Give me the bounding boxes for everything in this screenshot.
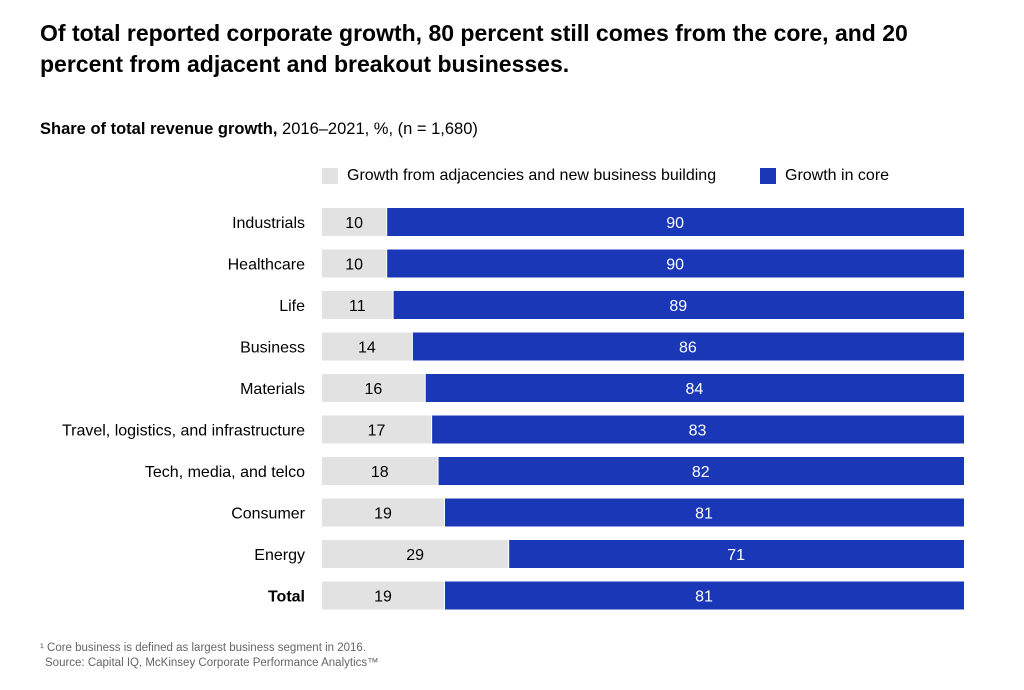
category-label: Life: [279, 298, 305, 315]
bar-core: [432, 415, 964, 444]
data-label: 71: [727, 547, 745, 564]
subtitle-bold: Share of total revenue growth,: [40, 120, 278, 138]
data-label: 11: [349, 298, 366, 315]
data-label: 82: [692, 464, 710, 481]
subtitle-rest: 2016–2021, %, (n = 1,680): [277, 120, 478, 138]
bar-core: [387, 208, 964, 236]
data-label: 90: [666, 257, 684, 274]
data-label: 84: [685, 381, 703, 398]
category-label: Energy: [254, 547, 305, 564]
data-label: 89: [669, 298, 687, 315]
data-label: 16: [364, 381, 382, 398]
data-label: 10: [345, 215, 363, 232]
bar-core: [412, 332, 964, 361]
source: Source: Capital IQ, McKinsey Corporate P…: [45, 657, 379, 669]
data-label: 81: [695, 506, 713, 523]
bar-adjacencies: [322, 415, 432, 444]
category-label: Travel, logistics, and infrastructure: [62, 423, 305, 440]
bar-core: [393, 291, 964, 319]
footnote: ¹ Core business is defined as largest bu…: [40, 642, 367, 654]
data-label: 83: [689, 423, 707, 440]
bar-adjacencies: [322, 332, 412, 361]
bar-adjacencies: [322, 540, 509, 568]
chart-subtitle: Share of total revenue growth, 2016–2021…: [40, 120, 478, 139]
bar-core: [444, 498, 965, 527]
bar-core: [387, 249, 964, 278]
legend-item-core: Growth in core: [760, 167, 889, 185]
data-label: 90: [666, 215, 684, 232]
category-label: Consumer: [231, 506, 305, 523]
data-label: 29: [406, 547, 424, 564]
data-label: 10: [345, 257, 363, 274]
bar-core: [425, 374, 965, 402]
legend-swatch-gray: [322, 168, 338, 184]
category-label: Materials: [240, 381, 305, 398]
bar-adjacencies: [322, 581, 444, 610]
category-label: Industrials: [232, 215, 305, 232]
bar-adjacencies: [322, 374, 425, 402]
footnotes: ¹ Core business is defined as largest bu…: [40, 641, 379, 671]
data-label: 17: [368, 423, 386, 440]
category-label: Total: [268, 589, 305, 606]
bar-adjacencies: [322, 498, 444, 527]
bar-adjacencies: [322, 208, 387, 236]
legend-label: Growth in core: [785, 167, 890, 184]
bar-adjacencies: [322, 249, 387, 278]
category-label: Healthcare: [228, 257, 305, 274]
data-label: 18: [371, 464, 389, 481]
data-label: 19: [374, 589, 392, 606]
data-label: 19: [374, 506, 392, 523]
bar-core: [444, 581, 965, 610]
bar-core: [509, 540, 964, 568]
data-label: 14: [358, 340, 376, 357]
legend-label: Growth from adjacencies and new business…: [347, 167, 717, 184]
legend-item-adjacencies: Growth from adjacencies and new business…: [322, 167, 716, 185]
legend-swatch-blue: [760, 168, 776, 184]
category-label: Business: [240, 340, 305, 357]
data-label: 86: [679, 340, 697, 357]
data-label: 81: [695, 589, 713, 606]
category-label: Tech, media, and telco: [145, 464, 305, 481]
bar-adjacencies: [322, 291, 393, 319]
bar-adjacencies: [322, 457, 438, 485]
chart-title: Of total reported corporate growth, 80 p…: [40, 20, 908, 77]
bar-core: [438, 457, 964, 485]
